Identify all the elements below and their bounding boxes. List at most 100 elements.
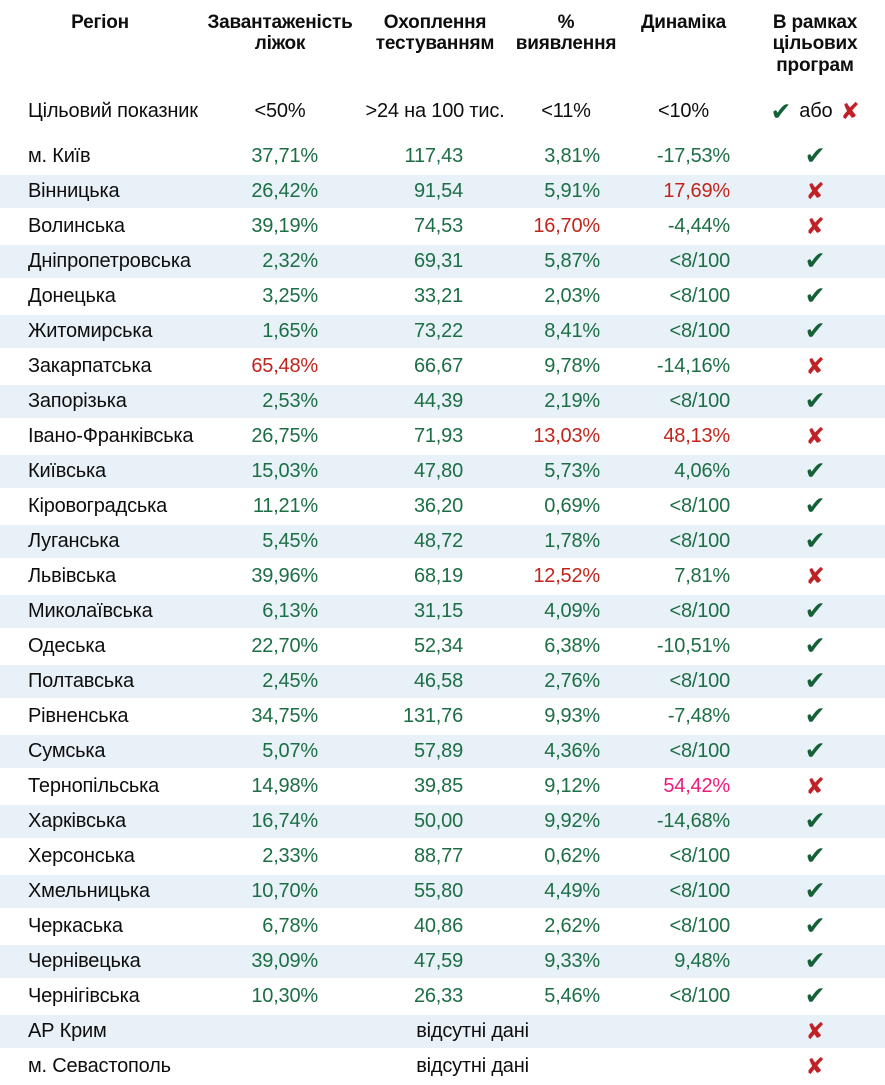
dynamics-value: 4,06% — [674, 459, 730, 482]
target-indicator-row: Цільовий показник <50% >24 на 100 тис. <… — [0, 84, 885, 139]
testing-coverage-value: 131,76 — [403, 704, 463, 727]
region-name: Львівська — [28, 564, 116, 587]
dynamics-value: 17,69% — [663, 179, 730, 202]
dynamics-value: <8/100 — [669, 319, 730, 342]
status-fail-cross-icon: ✘ — [805, 212, 825, 239]
testing-coverage-value: 39,85 — [413, 774, 463, 797]
testing-coverage-value: 44,39 — [413, 389, 463, 412]
table-row: Житомирська 1,65% 73,22 8,41% <8/100 ✔ — [0, 313, 885, 349]
dynamics-value: <8/100 — [669, 879, 730, 902]
table-row: АР Крим відсутні дані ✘ — [0, 1013, 885, 1049]
table-row: Вінницька 26,42% 91,54 5,91% 17,69% ✘ — [0, 173, 885, 209]
testing-coverage-value: 71,93 — [413, 424, 463, 447]
bed-occupancy-value: 1,65% — [262, 319, 318, 342]
testing-coverage-value: 88,77 — [413, 844, 463, 867]
testing-coverage-value: 26,33 — [413, 984, 463, 1007]
region-name: Чернівецька — [28, 949, 141, 972]
bed-occupancy-value: 14,98% — [251, 774, 318, 797]
dynamics-value: <8/100 — [669, 739, 730, 762]
table-row: м. Київ 37,71% 117,43 3,81% -17,53% ✔ — [0, 138, 885, 174]
region-name: Волинська — [28, 214, 125, 237]
table-row: Закарпатська 65,48% 66,67 9,78% -14,16% ✘ — [0, 348, 885, 384]
bed-occupancy-value: 15,03% — [251, 459, 318, 482]
bed-occupancy-value: 34,75% — [251, 704, 318, 727]
region-name: Кіровоградська — [28, 494, 168, 517]
column-header-region: Регіон — [71, 12, 129, 33]
no-data-label: відсутні дані — [416, 1054, 529, 1077]
bed-occupancy-value: 16,74% — [251, 809, 318, 832]
dynamics-value: <8/100 — [669, 529, 730, 552]
column-header-target-programs: В рамках цільових програм — [772, 12, 858, 76]
region-name: Тернопільська — [28, 774, 160, 797]
bed-occupancy-value: 37,71% — [251, 144, 318, 167]
table-row: Хмельницька 10,70% 55,80 4,49% <8/100 ✔ — [0, 873, 885, 909]
detection-rate-value: 2,19% — [544, 389, 600, 412]
region-name: Миколаївська — [28, 599, 153, 622]
testing-coverage-value: 47,59 — [413, 949, 463, 972]
table-row: Запорізька 2,53% 44,39 2,19% <8/100 ✔ — [0, 383, 885, 419]
detection-rate-value: 2,62% — [544, 914, 600, 937]
target-dynamics: <10% — [658, 100, 709, 123]
testing-coverage-value: 52,34 — [413, 634, 463, 657]
status-fail-cross-icon: ✘ — [805, 422, 825, 449]
table-row: Черкаська 6,78% 40,86 2,62% <8/100 ✔ — [0, 908, 885, 944]
testing-coverage-value: 36,20 — [413, 494, 463, 517]
status-pass-check-icon: ✔ — [804, 877, 826, 906]
region-name: м. Севастополь — [28, 1054, 171, 1077]
detection-rate-value: 2,03% — [544, 284, 600, 307]
table-row: Сумська 5,07% 57,89 4,36% <8/100 ✔ — [0, 733, 885, 769]
region-name: Сумська — [28, 739, 106, 762]
dynamics-value: 7,81% — [674, 564, 730, 587]
bed-occupancy-value: 11,21% — [252, 494, 318, 517]
table-body: м. Київ 37,71% 117,43 3,81% -17,53% ✔ Вінницьк… — [0, 138, 885, 1084]
detection-rate-value: 4,09% — [544, 599, 600, 622]
bed-occupancy-value: 5,45% — [262, 529, 318, 552]
bed-occupancy-value: 2,33% — [262, 844, 318, 867]
region-name: м. Київ — [28, 144, 91, 167]
detection-rate-value: 4,49% — [544, 879, 600, 902]
bed-occupancy-value: 26,75% — [251, 424, 318, 447]
table-row: Кіровоградська 11,21% 36,20 0,69% <8/100 ✔ — [0, 488, 885, 524]
bed-occupancy-value: 22,70% — [251, 634, 318, 657]
status-pass-check-icon: ✔ — [804, 632, 826, 661]
status-pass-check-icon: ✔ — [804, 807, 826, 836]
dynamics-value: <8/100 — [669, 389, 730, 412]
status-pass-check-icon: ✔ — [804, 667, 826, 696]
region-name: Хмельницька — [28, 879, 150, 902]
testing-coverage-value: 33,21 — [413, 284, 463, 307]
detection-rate-value: 9,93% — [544, 704, 600, 727]
table-row: Донецька 3,25% 33,21 2,03% <8/100 ✔ — [0, 278, 885, 314]
detection-rate-value: 9,12% — [544, 774, 600, 797]
table-row: Полтавська 2,45% 46,58 2,76% <8/100 ✔ — [0, 663, 885, 699]
region-name: Закарпатська — [28, 354, 152, 377]
bed-occupancy-value: 39,09% — [251, 949, 318, 972]
table-row: Херсонська 2,33% 88,77 0,62% <8/100 ✔ — [0, 838, 885, 874]
status-fail-cross-icon: ✘ — [805, 562, 825, 589]
testing-coverage-value: 48,72 — [413, 529, 463, 552]
testing-coverage-value: 117,43 — [404, 144, 464, 167]
detection-rate-value: 9,78% — [544, 354, 600, 377]
table-header: Регіон Завантаженість ліжок Охоплення те… — [0, 0, 885, 85]
region-name: Вінницька — [28, 179, 120, 202]
detection-rate-value: 1,78% — [544, 529, 600, 552]
table-row: Чернігівська 10,30% 26,33 5,46% <8/100 ✔ — [0, 978, 885, 1014]
table-row: Луганська 5,45% 48,72 1,78% <8/100 ✔ — [0, 523, 885, 559]
detection-rate-value: 5,87% — [544, 249, 600, 272]
table-row: Львівська 39,96% 68,19 12,52% 7,81% ✘ — [0, 558, 885, 594]
status-pass-check-icon: ✔ — [804, 387, 826, 416]
status-pass-check-icon: ✔ — [804, 912, 826, 941]
testing-coverage-value: 55,80 — [413, 879, 463, 902]
region-name: Рівненська — [28, 704, 129, 727]
target-pass-fail-legend: ✔ або ✘ — [745, 85, 885, 139]
dynamics-value: <8/100 — [669, 669, 730, 692]
dynamics-value: -17,53% — [656, 144, 730, 167]
detection-rate-value: 5,91% — [544, 179, 600, 202]
detection-rate-value: 6,38% — [544, 634, 600, 657]
region-name: Дніпропетровська — [28, 249, 191, 272]
status-fail-cross-icon: ✘ — [805, 177, 825, 204]
or-label: або — [799, 100, 833, 123]
status-pass-check-icon: ✔ — [804, 247, 826, 276]
testing-coverage-value: 68,19 — [413, 564, 463, 587]
testing-coverage-value: 40,86 — [413, 914, 463, 937]
